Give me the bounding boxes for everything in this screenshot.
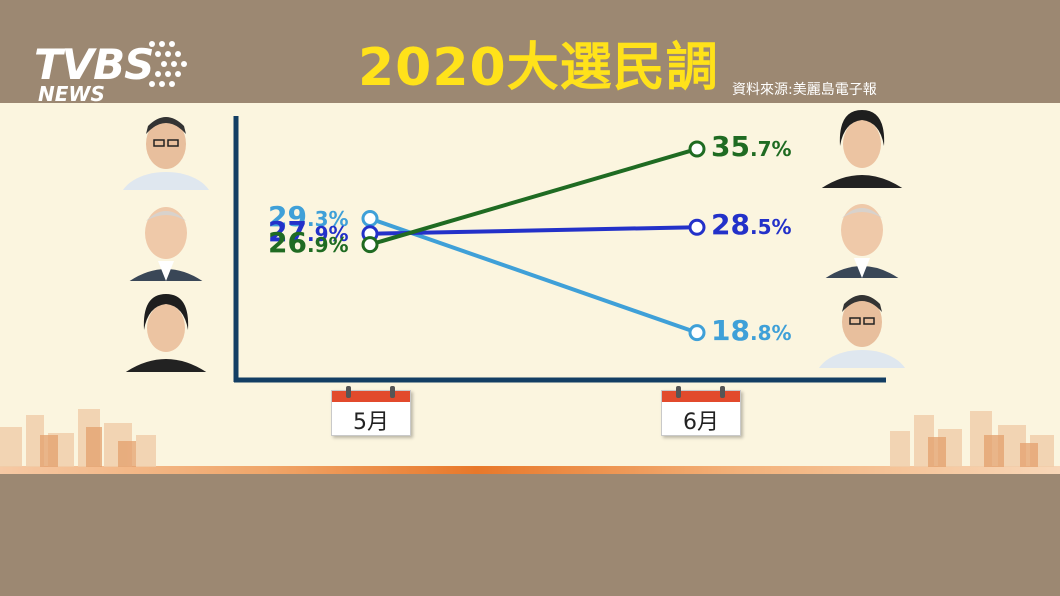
data-source: 資料來源:美麗島電子報 xyxy=(732,82,877,98)
data-label-int: 29 xyxy=(268,199,307,233)
month-label-may: 5月 xyxy=(331,386,411,436)
person-icon xyxy=(129,207,203,281)
logo-sub-text: NEWS xyxy=(38,82,105,106)
data-label-dec: .7% xyxy=(749,136,792,161)
data-point xyxy=(688,324,706,342)
tvbs-logo: TVBS NEWS xyxy=(34,38,194,108)
person-icon xyxy=(821,110,903,188)
month-text: 6月 xyxy=(683,410,719,435)
person-icon xyxy=(819,295,905,368)
logo-main-text: TVBS xyxy=(34,40,154,89)
series-line xyxy=(369,225,698,236)
portrait-right-1 xyxy=(814,102,910,188)
portrait-left-2 xyxy=(118,195,214,281)
month-text: 5月 xyxy=(353,410,389,435)
data-point xyxy=(688,140,706,158)
footer-band xyxy=(0,474,1060,596)
data-point xyxy=(688,218,706,236)
data-label-int: 28 xyxy=(711,208,750,242)
skyline-left-icon xyxy=(0,409,156,467)
month-label-june: 6月 xyxy=(661,386,741,436)
data-label-int: 26 xyxy=(268,225,307,259)
data-label-dec: .3% xyxy=(306,206,349,231)
data-label-dec: .8% xyxy=(749,320,792,345)
data-label: 18.8% xyxy=(711,313,792,349)
page-title: 2020大選民調 xyxy=(358,38,719,98)
data-label: 35.7% xyxy=(711,129,792,165)
data-label: 29.3% xyxy=(268,199,349,235)
skyline-right-icon xyxy=(890,411,1054,467)
data-label-int: 18 xyxy=(711,313,750,347)
logo-dots-icon xyxy=(149,41,187,87)
portrait-right-2 xyxy=(814,192,910,278)
person-icon xyxy=(825,204,899,278)
data-label: 27.9% xyxy=(268,214,349,250)
data-point xyxy=(361,236,379,254)
portrait-left-3 xyxy=(118,286,214,372)
person-icon xyxy=(123,117,209,190)
portrait-right-3 xyxy=(814,282,910,368)
data-label-dec: .5% xyxy=(749,215,792,240)
person-icon xyxy=(125,294,207,372)
data-point xyxy=(361,210,379,228)
data-label: 28.5% xyxy=(711,209,792,243)
decorative-stripe xyxy=(0,466,1060,474)
portrait-left-1 xyxy=(118,104,214,190)
series-line xyxy=(369,147,698,247)
data-label-dec: .9% xyxy=(306,232,349,257)
series-line xyxy=(369,216,698,335)
data-label: 26.9% xyxy=(268,225,349,261)
data-label-dec: .9% xyxy=(306,221,349,246)
data-label-int: 35 xyxy=(711,129,750,163)
data-label-int: 27 xyxy=(268,214,307,248)
